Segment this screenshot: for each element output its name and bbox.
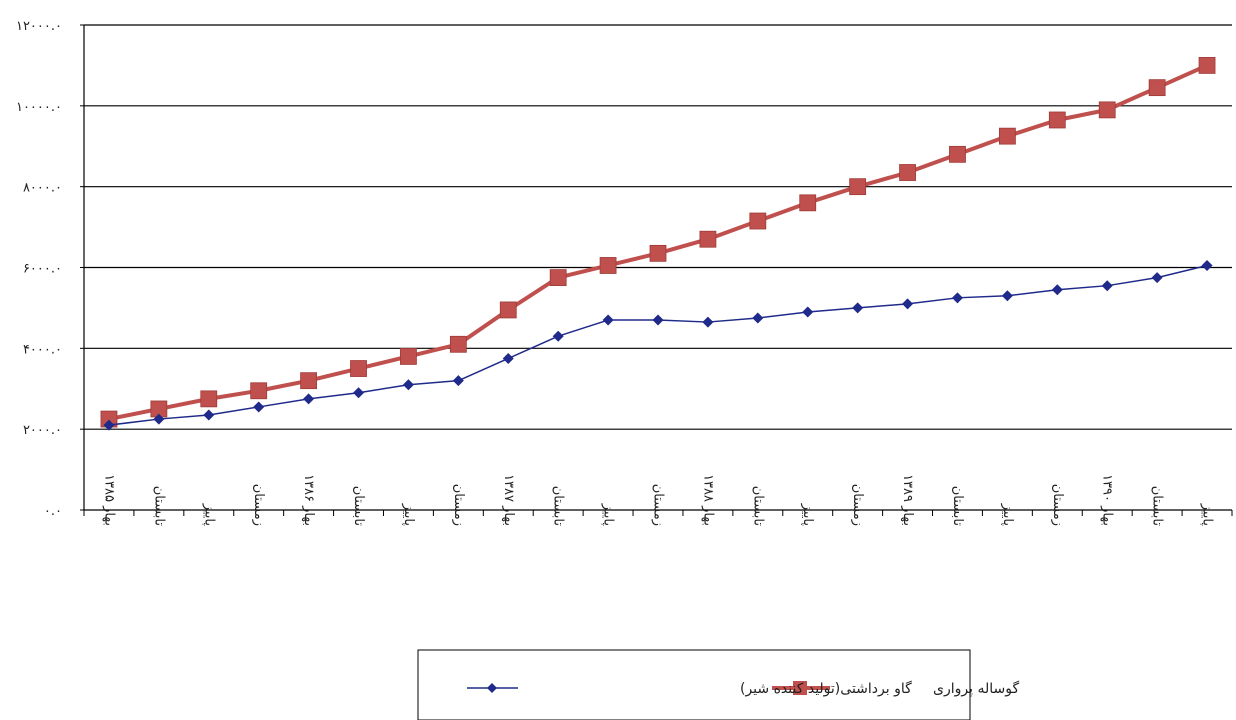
data-point bbox=[1048, 111, 1066, 129]
data-point bbox=[499, 301, 517, 319]
x-tick-label: بهار ۱۳۸۷ bbox=[501, 474, 516, 526]
data-point bbox=[602, 314, 614, 326]
y-tick-label: ۱۲۰۰۰.۰ bbox=[16, 19, 62, 34]
x-tick-label: زمستان bbox=[451, 484, 466, 526]
data-point bbox=[749, 212, 767, 230]
data-point bbox=[652, 314, 664, 326]
y-tick-label: ۶۰۰۰.۰ bbox=[23, 262, 62, 277]
x-tick-label: بهار ۱۳۸۹ bbox=[900, 474, 915, 526]
data-point bbox=[103, 419, 115, 431]
data-point bbox=[1098, 101, 1116, 119]
gridlines bbox=[84, 24, 1232, 430]
x-tick-label: تابستان bbox=[551, 486, 566, 527]
x-tick-label: زمستان bbox=[1050, 484, 1065, 526]
data-point bbox=[852, 302, 864, 314]
x-tick-label: تابستان bbox=[950, 486, 965, 527]
data-point bbox=[599, 257, 617, 274]
data-point bbox=[802, 306, 814, 318]
data-point bbox=[1101, 280, 1113, 292]
series-group bbox=[100, 57, 1216, 431]
data-point bbox=[350, 360, 367, 377]
axes bbox=[80, 24, 1233, 516]
x-tick-label: تابستان bbox=[351, 486, 366, 527]
data-point bbox=[549, 269, 567, 287]
data-point bbox=[402, 379, 414, 391]
data-point bbox=[200, 390, 218, 408]
data-point bbox=[303, 393, 315, 405]
x-tick-label: تابستان bbox=[750, 486, 765, 527]
data-point bbox=[849, 178, 867, 196]
data-point bbox=[449, 335, 467, 353]
data-point bbox=[699, 230, 717, 248]
y-tick-label: ۰.۰ bbox=[44, 504, 62, 519]
x-tick-label: بهار ۱۳۹۰ bbox=[1100, 474, 1115, 526]
data-point bbox=[1148, 79, 1166, 97]
data-point bbox=[203, 409, 215, 421]
x-tick-label: زمستان bbox=[850, 484, 865, 526]
legend-swatch-marker bbox=[793, 681, 807, 695]
data-point bbox=[300, 372, 318, 390]
legend-label: گوساله پرواری bbox=[933, 680, 1019, 697]
data-point bbox=[1051, 284, 1063, 296]
legend-box bbox=[417, 649, 971, 720]
data-point bbox=[649, 244, 667, 262]
data-point bbox=[250, 382, 268, 400]
data-point bbox=[253, 401, 265, 413]
data-point bbox=[799, 194, 817, 212]
data-point bbox=[153, 413, 165, 425]
data-point bbox=[1001, 290, 1013, 302]
data-point bbox=[702, 316, 714, 328]
data-point bbox=[899, 164, 916, 181]
data-point bbox=[452, 375, 464, 387]
x-tick-label: بهار ۱۳۸۸ bbox=[700, 474, 715, 526]
data-point bbox=[998, 127, 1016, 145]
data-point bbox=[552, 330, 564, 342]
data-point bbox=[949, 145, 966, 163]
data-point bbox=[951, 292, 963, 304]
series-line bbox=[108, 63, 1208, 422]
x-tick-label: زمستان bbox=[251, 484, 266, 526]
x-tick-label: پاییز bbox=[201, 503, 216, 527]
x-tick-label: تابستان bbox=[1150, 486, 1165, 527]
series-line bbox=[108, 264, 1208, 426]
x-tick-label: تابستان bbox=[151, 486, 166, 527]
data-point bbox=[902, 298, 914, 310]
x-tick-label: بهار ۱۳۸۵ bbox=[101, 474, 116, 526]
legend: گوساله پرواری گاو برداشتی(تولید کننده شیر… bbox=[417, 649, 1019, 720]
data-point bbox=[1198, 57, 1216, 74]
data-point bbox=[752, 312, 764, 324]
x-tick-labels: بهار ۱۳۸۵ تابستان پاییز زمستان بهار ۱۳۸۶ تابس… bbox=[101, 474, 1214, 526]
legend-label: گاو برداشتی(تولید کننده شیر) bbox=[740, 680, 912, 697]
legend-swatch-marker bbox=[487, 683, 497, 693]
y-tick-label: ۱۰۰۰۰.۰ bbox=[16, 100, 62, 115]
data-point bbox=[1201, 259, 1213, 271]
x-tick-label: بهار ۱۳۸۶ bbox=[301, 474, 316, 526]
x-tick-label: پاییز bbox=[1000, 503, 1015, 527]
y-tick-labels: ۰.۰ ۲۰۰۰.۰ ۴۰۰۰.۰ ۶۰۰۰.۰ ۸۰۰۰.۰ ۱۰۰۰۰.۰ ۱۲۰۰۰.… bbox=[16, 19, 62, 519]
data-point bbox=[1151, 272, 1163, 284]
y-tick-label: ۴۰۰۰.۰ bbox=[23, 342, 62, 357]
data-point bbox=[353, 387, 365, 399]
x-tick-label: پاییز bbox=[1200, 503, 1215, 527]
y-tick-label: ۸۰۰۰.۰ bbox=[23, 181, 62, 196]
x-tick-label: پاییز bbox=[601, 503, 616, 527]
x-tick-label: پاییز bbox=[800, 503, 815, 527]
data-point bbox=[400, 348, 417, 365]
data-point bbox=[502, 352, 514, 364]
y-tick-label: ۲۰۰۰.۰ bbox=[23, 423, 62, 438]
series-fattening-calves bbox=[100, 57, 1216, 428]
x-tick-label: پاییز bbox=[401, 503, 416, 527]
series-dairy-cows bbox=[103, 259, 1213, 431]
x-tick-label: زمستان bbox=[651, 484, 666, 526]
